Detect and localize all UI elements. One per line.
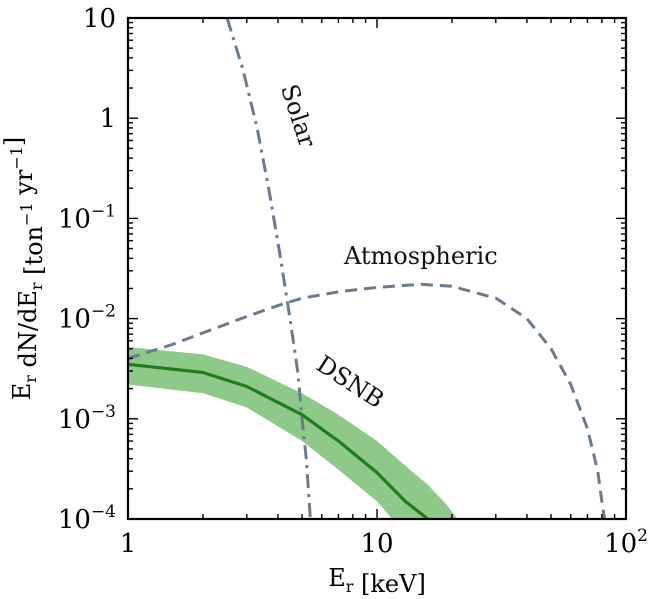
y-axis-label: Er dN/dEr [ton−1 yr−1] bbox=[0, 137, 48, 401]
x-tick-label: 102 bbox=[604, 526, 648, 559]
tick-labels: 1 10 102 10−4 10−3 10−2 10−1 1 10 bbox=[58, 4, 648, 559]
dsnb-series-line bbox=[128, 362, 429, 519]
y-tick-label: 10−2 bbox=[58, 302, 116, 335]
dsnb-annotation: DSNB bbox=[311, 350, 389, 414]
solar-series-line bbox=[225, 18, 312, 519]
y-tick-label: 10−1 bbox=[58, 201, 116, 234]
x-axis-label: Er [keV] bbox=[328, 564, 426, 598]
y-tick-label: 10−4 bbox=[58, 502, 116, 535]
dsnb-band bbox=[128, 347, 458, 519]
plot-area bbox=[128, 18, 607, 519]
axis-labels: Er [keV] Er dN/dEr [ton−1 yr−1] bbox=[0, 137, 426, 598]
y-tick-label: 1 bbox=[99, 104, 116, 134]
atmospheric-annotation: Atmospheric bbox=[343, 242, 498, 270]
solar-annotation: Solar bbox=[275, 81, 322, 151]
annotations: Solar Atmospheric DSNB bbox=[275, 81, 498, 414]
axis-ticks bbox=[127, 18, 627, 520]
x-tick-label: 10 bbox=[360, 529, 393, 559]
x-tick-label: 1 bbox=[120, 529, 137, 559]
y-tick-label: 10−3 bbox=[58, 402, 116, 435]
y-tick-label: 10 bbox=[83, 4, 116, 34]
atmospheric-series-line bbox=[128, 282, 607, 519]
